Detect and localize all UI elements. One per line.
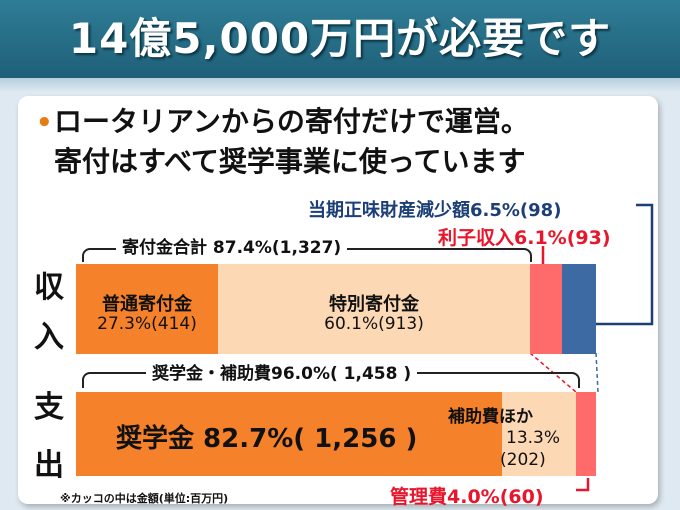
headline-line-1: ロータリアンからの寄付だけで運営。 — [54, 105, 529, 138]
regular-donation-label: 普通寄付金 — [102, 294, 192, 315]
bullet-icon: • — [36, 108, 53, 138]
subsidy-percent: 13.3% — [506, 428, 561, 448]
expense-segment-admin — [576, 392, 596, 476]
page-title: 14億5,000万円が必要です — [68, 14, 612, 63]
income-segment-interest — [530, 264, 562, 354]
net-asset-decrease-label: 当期正味財産減少額6.5%(98) — [308, 200, 562, 221]
expense-label-char-2: 出 — [34, 448, 64, 483]
subsidy-amount: (202) — [500, 450, 546, 470]
expense-segment-subsidy — [502, 392, 576, 476]
admin-cost-connector — [576, 478, 590, 492]
admin-cost-label: 管理費4.0%(60) — [390, 486, 544, 508]
interest-income-label: 利子収入6.1%(93) — [438, 227, 611, 249]
donation-total-label: 寄付金合計 87.4%(1,327) — [116, 233, 348, 258]
subsidy-label: 補助費ほか — [448, 407, 533, 427]
expense-link-dashed-blue — [595, 352, 599, 393]
headline-line-2: 寄付はすべて奨学事業に使っています — [54, 145, 526, 178]
income-bar — [76, 264, 596, 354]
expense-bar — [76, 392, 596, 476]
net-asset-connector — [590, 203, 654, 326]
special-donation-label: 特別寄付金 — [329, 294, 419, 315]
unit-note: ※カッコの中は金額(単位:百万円) — [60, 492, 229, 505]
income-segment-special-donation — [218, 264, 530, 354]
regular-donation-value: 27.3%(414) — [97, 314, 197, 334]
expense-segment-scholarship — [76, 392, 502, 476]
expense-label-char-1: 支 — [34, 390, 64, 425]
income-segment-regular-donation — [76, 264, 218, 354]
income-segment-asset-decrease — [562, 264, 596, 354]
scholarship-label: 奨学金 82.7%( 1,256 ) — [116, 424, 418, 454]
header-banner — [0, 0, 680, 78]
special-donation-value: 60.1%(913) — [324, 314, 424, 334]
income-label-char-2: 入 — [34, 320, 64, 355]
header-shadow-strip — [0, 78, 680, 92]
scholarship-total-label: 奨学金・補助費96.0%( 1,458 ) — [146, 359, 418, 384]
income-label-char-1: 収 — [34, 270, 64, 305]
